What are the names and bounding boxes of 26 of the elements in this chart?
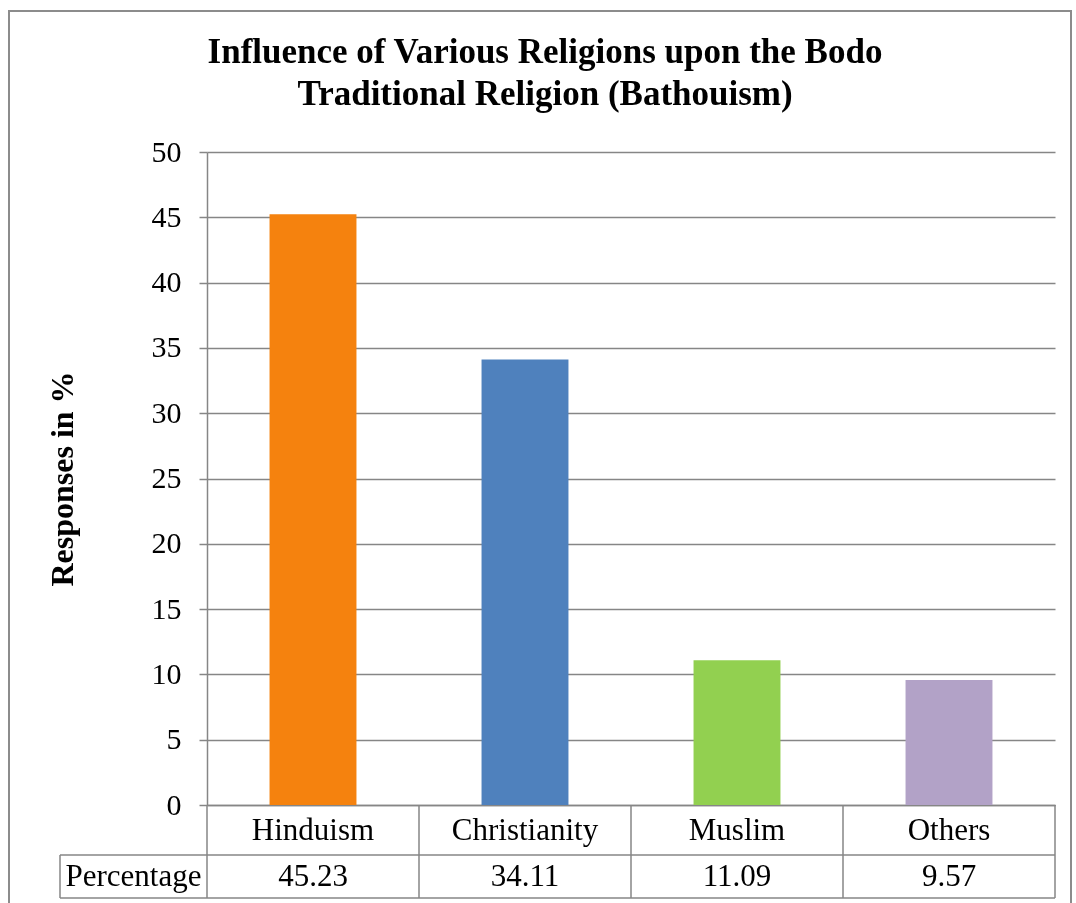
y-axis-title: Responses in % [43, 371, 80, 587]
y-tick-label: 5 [166, 722, 182, 756]
y-tick-label: 50 [151, 134, 182, 168]
x-tick-label: Muslim [688, 811, 786, 847]
y-tick-label: 35 [151, 330, 182, 364]
y-tick-label: 0 [166, 787, 182, 821]
y-tick-label: 25 [151, 461, 182, 494]
y-tick-label: 30 [151, 395, 182, 429]
data-label: 34.11 [490, 857, 560, 893]
x-tick-label: Hinduism [251, 811, 375, 847]
y-tick-label: 20 [151, 526, 182, 560]
bar [693, 660, 781, 805]
data-label: 9.57 [921, 857, 977, 893]
y-tick-label: 45 [151, 199, 182, 233]
y-tick-label: 15 [151, 591, 182, 625]
x-tick-label: Christianity [451, 811, 599, 847]
bar [905, 680, 993, 805]
chart-title: Influence of Various Religions upon the Bodo Traditional Religion (Bathouism) [207, 32, 883, 113]
data-label: 11.09 [702, 857, 772, 893]
data-label: 45.23 [278, 857, 348, 893]
x-tick-label: Others [907, 811, 991, 847]
text: Percentage [65, 857, 202, 893]
bar [481, 359, 569, 805]
y-tick-label: 40 [151, 265, 182, 299]
bar [269, 214, 357, 805]
y-tick-label: 10 [151, 656, 182, 690]
